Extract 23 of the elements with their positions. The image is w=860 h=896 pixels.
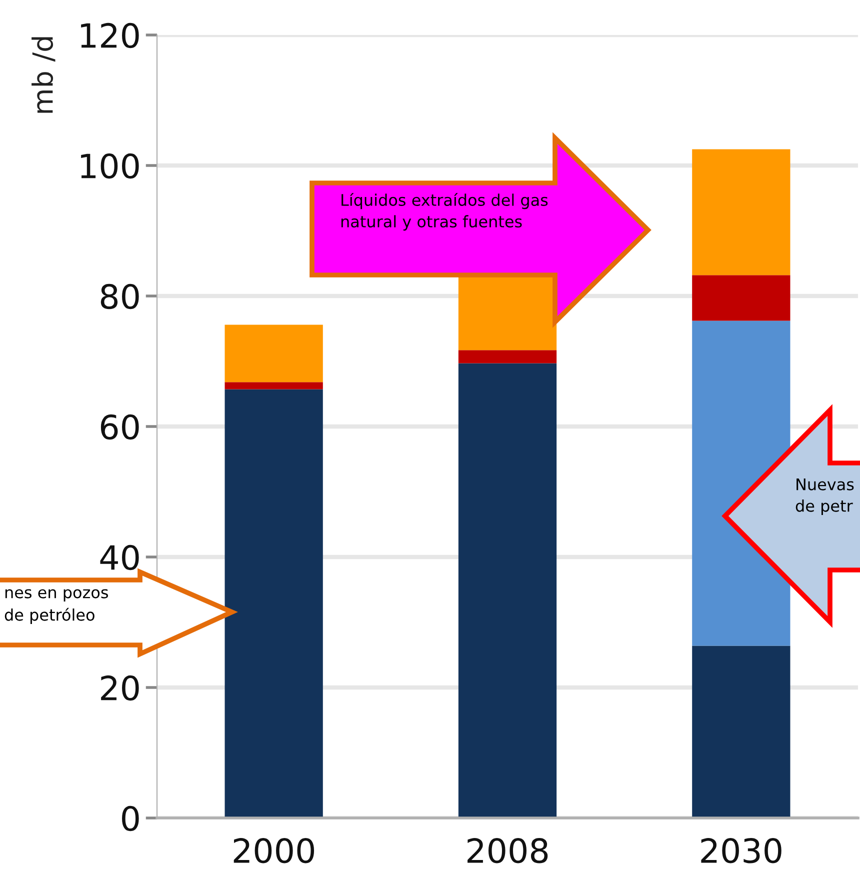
bar [692,149,790,276]
y-tick-label: 100 [81,153,139,179]
bar [224,324,323,382]
y-tick-label: 0 [122,806,139,832]
y-tick-label: 80 [100,284,139,310]
bar [458,363,557,818]
annotation: Nuevas de petr [796,478,854,515]
bar [458,350,557,364]
bar [224,389,323,818]
x-tick-label: 2008 [468,838,548,864]
y-tick-label: 40 [100,544,139,570]
bar [458,275,557,350]
bar [692,646,790,818]
y-tick-label: 120 [81,22,139,48]
y-tick-label: 60 [100,414,139,440]
bar [692,275,790,321]
annotation: Líquidos extraídos del gas natural y otras fuentes [341,193,548,231]
y-axis-title: mb /d [32,37,56,113]
text: nes en pozos de petróleo [4,589,108,624]
y-tick-label: 20 [101,675,139,701]
bar [224,382,323,390]
x-tick-label: 2000 [234,838,314,864]
x-tick-label: 2030 [701,838,782,864]
